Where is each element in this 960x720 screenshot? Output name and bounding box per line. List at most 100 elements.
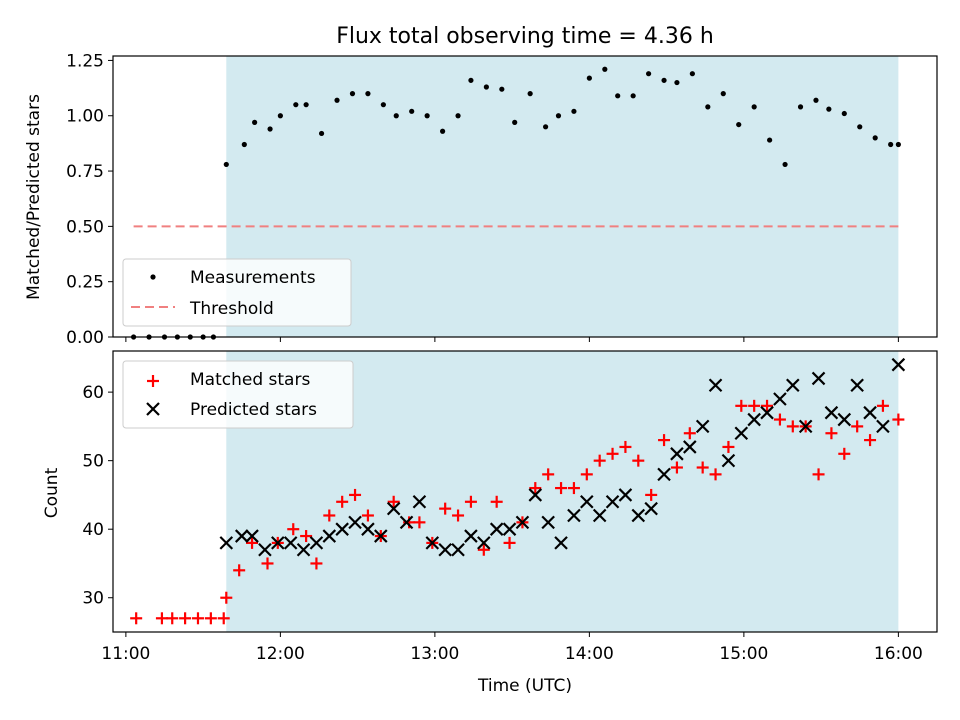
measurement-point	[720, 91, 726, 97]
predicted-star-point	[361, 522, 375, 536]
y-tick-label: 1.00	[66, 107, 104, 127]
bottom-plot-frame	[112, 350, 938, 633]
matched-star-point	[130, 612, 143, 625]
legend-measurements-label: Measurements	[190, 268, 316, 288]
measurement-point	[512, 119, 518, 125]
measurement-point	[293, 102, 299, 108]
y-tick-label: 0.75	[66, 162, 104, 182]
measurement-point	[349, 91, 356, 97]
measurement-point	[468, 77, 474, 83]
y-tick-label: 0.00	[66, 328, 104, 348]
matched-star-point	[812, 468, 825, 481]
y-tick-label: 1.25	[66, 51, 104, 71]
predicted-star-point	[219, 536, 234, 550]
predicted-star-point	[464, 529, 478, 543]
predicted-star-point	[374, 529, 388, 543]
top-y-axis: 0.00 0.25 0.50 0.75 1.00 1.25	[66, 51, 113, 348]
matched-star-point	[166, 612, 179, 625]
matched-star-point	[155, 612, 168, 625]
measurement-point	[440, 128, 446, 134]
predicted-star-point	[580, 495, 594, 509]
measurement-point	[782, 161, 788, 168]
legend-threshold-label: Threshold	[189, 299, 274, 319]
matched-star-point	[300, 530, 313, 543]
measurement-point	[499, 86, 505, 92]
bottom-x-axis: 11:00 12:00 13:00 14:00 15:00 16:00	[101, 632, 923, 664]
measurement-point	[797, 104, 804, 110]
predicted-star-point	[631, 508, 646, 523]
measurement-point	[455, 113, 461, 119]
predicted-star-point	[773, 392, 787, 406]
legend-matched-marker	[147, 375, 159, 387]
matched-star-point	[287, 523, 300, 536]
predicted-star-point	[399, 515, 414, 530]
predicted-star-point	[425, 536, 440, 550]
matched-star-point	[773, 413, 786, 426]
measurement-point	[736, 121, 742, 128]
matched-star-point	[632, 454, 645, 467]
predicted-star-point	[876, 419, 890, 434]
matched-star-point	[464, 495, 477, 508]
legend-measurements-marker	[150, 274, 156, 280]
measurement-point	[586, 75, 592, 81]
predicted-star-point	[245, 529, 259, 543]
measurement-point	[813, 97, 819, 103]
predicted-star-point	[708, 378, 723, 393]
predicted-star-point	[554, 536, 568, 550]
matched-star-point	[191, 612, 204, 625]
matched-star-point	[864, 434, 877, 447]
predicted-stars-points	[219, 357, 906, 557]
measurement-point	[318, 130, 325, 137]
predicted-star-point	[786, 378, 800, 393]
bottom-y-axis-label: Count	[42, 467, 62, 518]
y-tick-label: 30	[82, 589, 104, 609]
x-tick-label: 14:00	[565, 644, 614, 664]
measurement-point	[646, 71, 652, 77]
legend-predicted-label: Predicted stars	[190, 400, 317, 420]
matched-star-point	[696, 461, 709, 474]
measurement-point	[303, 102, 309, 108]
legend-matched-label: Matched stars	[190, 370, 310, 390]
predicted-star-point	[515, 515, 530, 530]
matched-star-point	[336, 495, 349, 508]
predicted-star-point	[477, 536, 491, 550]
top-legend-box	[122, 258, 352, 327]
measurement-point	[857, 124, 863, 130]
measurement-point	[841, 110, 847, 117]
measurement-point	[888, 141, 894, 148]
matched-star-point	[709, 468, 722, 481]
bottom-legend-box	[122, 360, 354, 429]
y-tick-label: 0.50	[66, 217, 104, 237]
x-tick-label: 12:00	[256, 644, 305, 664]
measurement-point	[630, 93, 636, 99]
matched-star-point	[261, 557, 274, 570]
y-tick-label: 50	[82, 452, 104, 472]
measurement-point	[409, 108, 415, 114]
predicted-star-point	[309, 536, 324, 550]
predicted-star-point	[322, 529, 337, 543]
measurement-point	[602, 66, 608, 72]
measurement-point	[483, 84, 489, 90]
matched-star-point	[761, 399, 774, 412]
matched-star-point	[349, 488, 362, 501]
predicted-star-point	[283, 536, 298, 550]
predicted-star-point	[695, 419, 710, 434]
bottom-legend: Matched stars Predicted stars	[122, 360, 354, 429]
matched-star-point	[786, 420, 799, 433]
predicted-star-point	[386, 501, 401, 516]
measurement-point	[241, 141, 247, 148]
x-tick-label: 15:00	[719, 644, 768, 664]
measurement-point	[267, 126, 273, 132]
predicted-star-point	[605, 495, 620, 509]
measurement-point	[705, 104, 711, 110]
matched-star-point	[204, 612, 217, 625]
predicted-star-point	[618, 488, 633, 502]
matched-star-point	[593, 454, 606, 467]
matched-star-point	[555, 482, 568, 495]
predicted-star-point	[567, 508, 581, 523]
matched-star-point	[452, 509, 465, 522]
matched-star-point	[310, 557, 323, 570]
measurement-point	[751, 104, 757, 110]
matched-star-point	[876, 399, 889, 412]
